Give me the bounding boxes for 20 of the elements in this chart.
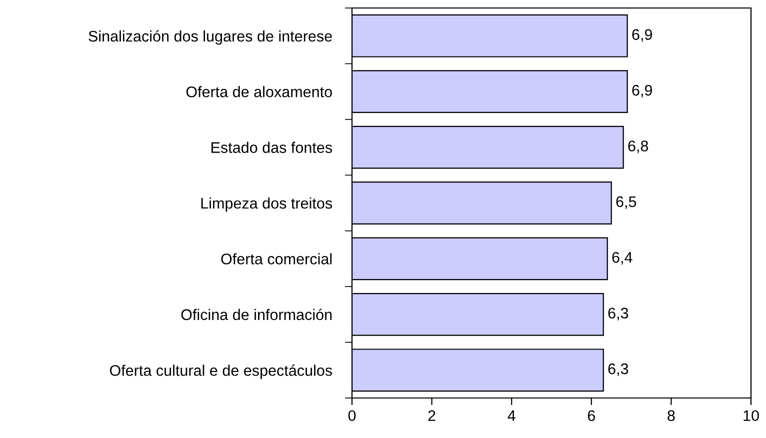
y-tick-label: Estado das fontes [212,142,332,153]
x-tick-label: 6 [588,410,595,422]
x-tick-label: 10 [744,410,759,422]
y-tick-label: Oferta comercial [221,253,332,264]
y-tick-label: Sinalización dos lugares de interese [88,30,332,45]
x-tick-label: 4 [508,410,516,421]
x-tick-label: 2 [428,410,436,421]
y-tick-label: Limpeza dos treitos [201,197,332,212]
y-tick-label: Oficina de información [181,308,332,320]
data-label: 6,3 [608,308,628,320]
data-label: 6,3 [608,363,628,376]
data-label: 6,5 [616,196,636,209]
y-tick-label: Oferta de aloxamento [186,86,332,98]
x-tick-label: 0 [348,410,356,422]
y-tick-label: Oferta cultural e de espectáculos [110,364,332,379]
data-label: 6,9 [632,84,652,98]
data-label: 6,4 [612,252,632,265]
data-label: 6,9 [632,29,652,42]
data-label: 6,8 [628,140,648,154]
x-tick-label: 8 [668,410,675,422]
